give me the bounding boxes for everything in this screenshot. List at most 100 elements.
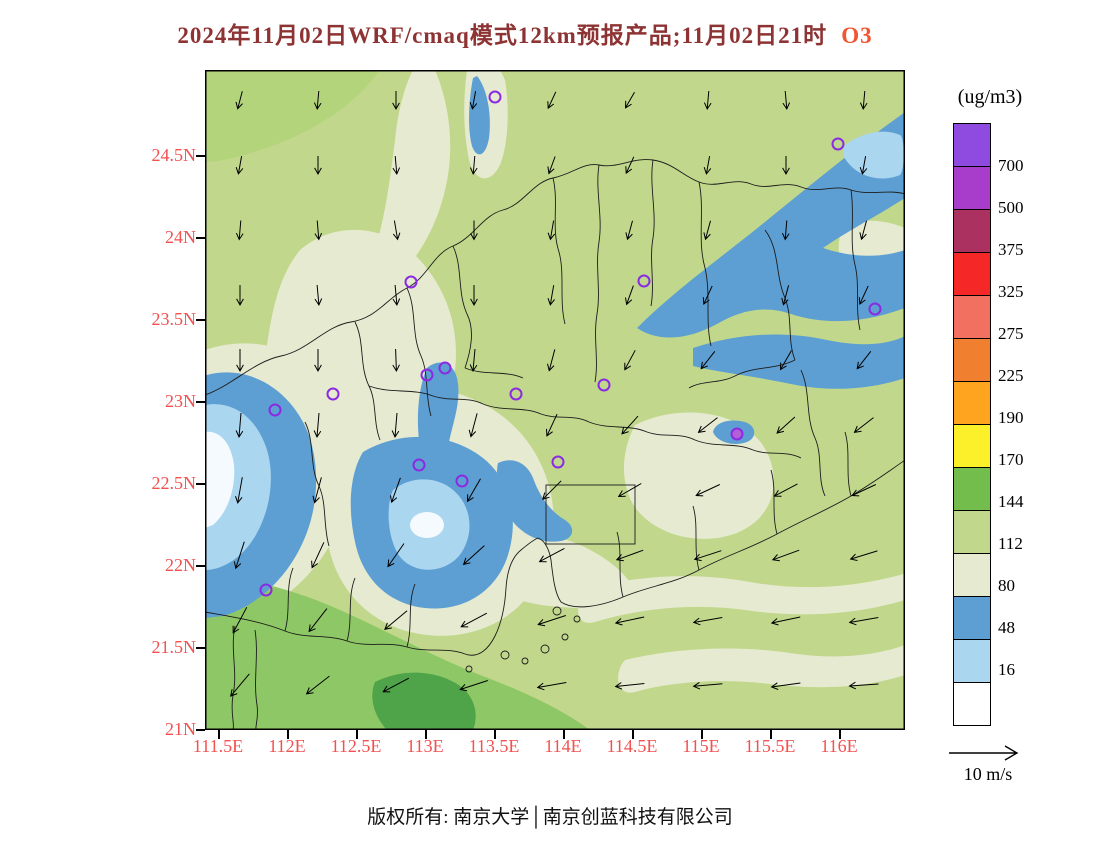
wind-arrow — [776, 416, 796, 434]
plot-frame — [205, 70, 905, 730]
wind-arrow — [542, 480, 562, 500]
wind-arrow — [314, 156, 322, 176]
wind-arrow — [538, 547, 565, 563]
ozone-fill-green-soft — [205, 70, 380, 162]
ozone-fill-blue-region — [693, 334, 905, 389]
wind-arrow — [462, 545, 485, 566]
wind-arrow — [770, 616, 801, 626]
county-boundary — [688, 359, 796, 389]
county-boundary — [346, 577, 356, 642]
county-boundary — [452, 245, 472, 369]
wind-scale-arrow — [945, 740, 1035, 764]
county-boundary — [594, 164, 601, 383]
colorbar-box — [954, 296, 990, 339]
colorbar-value-label: 275 — [998, 324, 1024, 343]
wind-arrow — [469, 155, 478, 176]
x-axis-tick-mark — [632, 730, 634, 739]
ozone-fill-blue-region — [637, 112, 905, 338]
station-marker — [509, 387, 523, 401]
y-axis-tick-label: 22N — [165, 555, 196, 575]
wind-arrow — [702, 285, 713, 306]
y-axis-tick-mark — [196, 319, 205, 321]
x-axis-tick-mark — [770, 730, 772, 739]
y-axis-tick-mark — [196, 155, 205, 157]
wind-arrow — [851, 484, 877, 497]
county-boundary — [616, 531, 624, 598]
county-boundary — [850, 189, 861, 331]
wind-arrow — [625, 220, 633, 241]
wind-arrow — [311, 542, 325, 569]
x-axis-tick-label: 114E — [544, 736, 582, 756]
colorbar-box — [954, 382, 990, 425]
wind-arrow — [314, 349, 322, 373]
station-marker — [868, 302, 882, 316]
island — [540, 644, 550, 654]
station-marker — [412, 458, 426, 472]
wind-arrow — [859, 90, 868, 111]
wind-arrow — [470, 285, 478, 307]
county-boundary — [698, 181, 712, 347]
ozone-fill-green-dark-region — [372, 672, 476, 730]
x-axis-tick-mark — [701, 730, 703, 739]
county-boundary — [692, 505, 700, 571]
wind-arrow — [547, 156, 556, 175]
wind-arrow — [781, 220, 790, 241]
wind-arrow — [703, 156, 712, 175]
wind-arrow — [466, 478, 481, 503]
x-axis-tick-label: 111.5E — [192, 736, 244, 756]
colorbar-value-label: 16 — [998, 660, 1015, 679]
wind-arrow — [624, 91, 635, 109]
ozone-fill-beige-region — [618, 645, 905, 693]
wind-arrow — [697, 417, 718, 434]
wind-arrow — [692, 617, 723, 626]
wind-arrow — [459, 680, 488, 692]
colorbar-box — [954, 253, 990, 296]
peninsula-line — [254, 629, 258, 731]
x-axis-tick-mark — [563, 730, 565, 739]
wind-arrow — [387, 543, 405, 568]
county-boundary — [552, 177, 566, 325]
colorbar-box — [954, 468, 990, 511]
y-axis-tick-label: 22.5N — [151, 473, 197, 493]
boundary-lines — [204, 159, 906, 731]
x-axis-tick-mark — [218, 730, 220, 739]
colorbar-scale — [953, 123, 991, 726]
island — [573, 615, 581, 623]
colorbar-value-label: 80 — [998, 576, 1015, 595]
wind-arrow — [468, 413, 478, 438]
county-boundary — [770, 469, 778, 535]
colorbar-value-label: 375 — [998, 240, 1024, 259]
wind-arrow — [547, 349, 556, 372]
x-axis-tick-mark — [356, 730, 358, 739]
ozone-fill-white-core — [205, 431, 235, 528]
x-axis-tick-mark — [425, 730, 427, 739]
island — [500, 650, 510, 660]
wind-arrow — [695, 484, 721, 497]
county-boundary — [844, 431, 852, 497]
wind-arrow — [781, 285, 790, 306]
y-axis-tick-label: 21N — [165, 719, 196, 739]
colorbar-box — [954, 640, 990, 683]
wind-arrow — [384, 610, 408, 630]
wind-arrow — [700, 350, 716, 370]
x-axis-tick-label: 114.5E — [606, 736, 658, 756]
county-boundary — [354, 321, 381, 441]
y-axis-tick-label: 23N — [165, 391, 196, 411]
ozone-fill-beige-region — [578, 573, 905, 623]
title-text: 2024年11月02日WRF/cmaq模式12km预报产品;11月02日21时 — [177, 23, 828, 48]
wind-arrow — [771, 549, 800, 562]
x-axis-tick-label: 112.5E — [330, 736, 382, 756]
island — [561, 633, 569, 641]
colorbar-box — [954, 124, 990, 167]
wind-arrow — [236, 349, 244, 373]
station-marker — [730, 427, 744, 441]
x-axis-tick-label: 115.5E — [744, 736, 796, 756]
colorbar-value-label: 48 — [998, 618, 1015, 637]
y-axis-tick-label: 24.5N — [151, 145, 197, 165]
station-marker — [268, 403, 282, 417]
station-marker — [551, 455, 565, 469]
station-markers — [259, 90, 882, 597]
wind-arrow — [625, 285, 634, 306]
ozone-fill-green-region — [205, 575, 590, 730]
county-boundary — [406, 287, 432, 417]
